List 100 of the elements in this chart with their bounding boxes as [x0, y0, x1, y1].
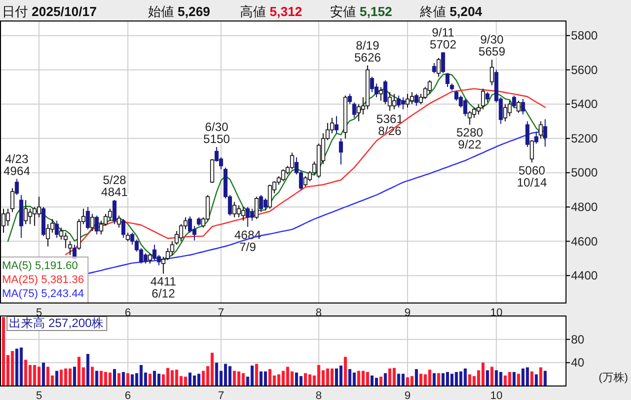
annotation: 5060 10/14 [516, 163, 548, 190]
bar [148, 374, 152, 386]
candlestick [14, 178, 19, 196]
candlestick [463, 98, 468, 117]
bar [242, 373, 245, 386]
series-label: MA(5) 5,191.60 [2, 260, 78, 272]
candlestick [210, 158, 214, 184]
bar [357, 370, 360, 386]
bar [406, 377, 410, 386]
bar [282, 370, 285, 386]
candlestick [112, 199, 116, 225]
bar [544, 370, 547, 386]
bar [170, 370, 174, 386]
bar [384, 373, 387, 386]
bar [530, 371, 534, 386]
candlestick [406, 93, 410, 108]
candlestick [263, 198, 268, 211]
candlestick [54, 220, 59, 238]
candlestick [414, 93, 418, 106]
bar [100, 370, 103, 386]
bar [277, 374, 280, 386]
candlestick [543, 118, 548, 148]
candlestick [436, 57, 441, 78]
x-tick-label: 7 [218, 390, 224, 400]
candlestick [348, 93, 352, 105]
bar [539, 367, 542, 386]
candlestick [468, 110, 472, 126]
bar [24, 360, 28, 386]
text: 高値 5,312 [240, 4, 302, 18]
series-label: MA(75) 5,243.44 [2, 288, 84, 300]
candlestick [356, 104, 361, 122]
y-tick-label: 4400 [571, 268, 598, 283]
candlestick [161, 256, 166, 274]
candlestick [481, 88, 486, 110]
candlestick [94, 215, 99, 235]
y-tick-label: 5600 [571, 62, 598, 77]
candlestick [90, 213, 94, 232]
bar [86, 354, 90, 386]
x-tick-label: 9 [404, 390, 411, 400]
bar [526, 367, 529, 386]
candlestick [378, 86, 383, 102]
bar [392, 368, 396, 386]
bar [228, 366, 232, 386]
candlestick [432, 62, 436, 74]
x-tick-label: 5 [36, 390, 42, 400]
candlestick [148, 252, 152, 264]
bar [517, 374, 520, 386]
candlestick [121, 218, 126, 238]
bar [299, 376, 302, 386]
candlestick [392, 93, 396, 110]
bar [490, 366, 494, 386]
candlestick [396, 95, 401, 108]
text: 終値 5,204 [419, 4, 483, 18]
x-tick-label: 6 [124, 390, 131, 400]
bar [428, 370, 432, 386]
bar [397, 374, 400, 386]
candlestick [214, 146, 219, 162]
candlestick [503, 104, 508, 122]
bar [60, 370, 63, 386]
annotation: 8/19 5626 [354, 38, 382, 64]
candlestick [338, 138, 343, 165]
bar [130, 374, 134, 386]
y-tick-label: 5800 [571, 28, 598, 43]
bar [122, 372, 125, 386]
bar [10, 351, 14, 386]
bar [20, 348, 23, 386]
bar [166, 368, 170, 386]
bar [42, 362, 45, 386]
bar [504, 376, 507, 386]
bar [255, 364, 258, 386]
bar [55, 370, 58, 386]
candlestick [446, 72, 450, 88]
candlestick [99, 220, 104, 235]
bar [157, 374, 160, 386]
bar [410, 376, 414, 386]
bar [90, 366, 94, 386]
bar [432, 373, 436, 386]
candlestick [383, 80, 388, 105]
candlestick [116, 215, 121, 228]
candlestick [281, 168, 286, 182]
candlestick [10, 188, 14, 213]
candlestick [520, 98, 525, 115]
text: 安値 5,152 [330, 4, 392, 18]
annotation: 5/28 4841 [101, 172, 128, 199]
annotation: 9/30 5659 [478, 32, 506, 59]
bar [339, 366, 342, 386]
annotation: 9/11 5702 [430, 25, 457, 52]
y-tick-label: 40 [571, 356, 585, 370]
candlestick [246, 206, 250, 228]
bar [464, 368, 467, 386]
candlestick [485, 92, 490, 103]
bar [379, 376, 382, 386]
bar [370, 376, 374, 386]
bar [73, 366, 76, 386]
candlestick [490, 59, 494, 86]
bar [317, 365, 320, 386]
candlestick [259, 194, 264, 213]
candlestick [388, 92, 392, 112]
chart-title: 出来高 257,200株 [9, 316, 104, 330]
y-axis-title: (万株) [598, 371, 628, 384]
